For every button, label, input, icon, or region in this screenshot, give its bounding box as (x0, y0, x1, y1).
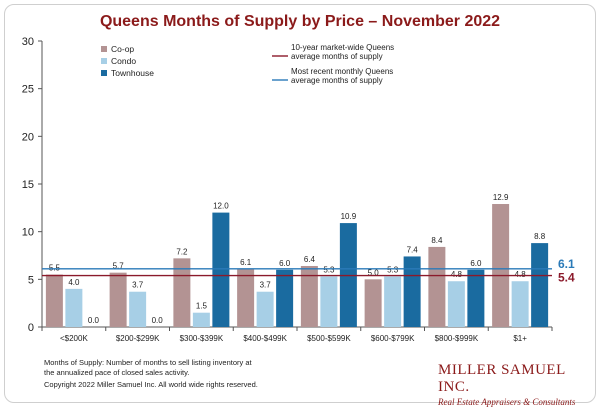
y-tick-label: 30 (22, 36, 34, 48)
bar-condo-4 (320, 276, 338, 327)
bar-co-op-5 (364, 279, 382, 327)
legend-ref-text-0-a: 10-year market-wide Queens (291, 43, 394, 52)
bar-condo-3 (256, 291, 274, 327)
bar-co-op-1 (109, 272, 127, 327)
reference-label-0: 5.4 (558, 271, 575, 285)
legend-ref-text-0-b: average months of supply (291, 52, 383, 61)
bar-townhouse-6 (467, 269, 485, 327)
data-label-condo-4: 5.3 (323, 265, 335, 274)
reference-label-1: 6.1 (558, 257, 575, 271)
data-label-co-op-6: 8.4 (431, 236, 443, 245)
bar-condo-6 (447, 281, 465, 327)
data-label-townhouse-1: 0.0 (152, 316, 164, 325)
bar-condo-1 (129, 291, 147, 327)
data-label-townhouse-2: 12.0 (213, 202, 229, 211)
data-label-townhouse-6: 6.0 (470, 259, 482, 268)
footnote-line-1: Months of Supply: Number of months to se… (44, 358, 252, 367)
data-label-co-op-3: 6.1 (240, 258, 252, 267)
bar-condo-2 (192, 312, 210, 327)
y-tick-label: 0 (28, 322, 34, 334)
data-label-condo-7: 4.8 (515, 270, 527, 279)
y-tick-label: 15 (22, 179, 34, 191)
data-label-condo-0: 4.0 (68, 278, 80, 287)
data-label-condo-3: 3.7 (260, 281, 272, 290)
bar-co-op-7 (492, 204, 510, 327)
bar-townhouse-2 (212, 212, 230, 327)
y-tick-label: 5 (28, 274, 34, 286)
data-label-co-op-0: 5.5 (49, 264, 61, 273)
legend-label-townhouse: Townhouse (111, 68, 154, 78)
bar-townhouse-7 (531, 243, 549, 327)
data-label-co-op-1: 5.7 (113, 262, 125, 271)
legend-label-co-op: Co-op (111, 44, 134, 54)
x-tick-label: $600-$799K (371, 334, 415, 343)
bar-condo-5 (384, 276, 402, 327)
data-label-condo-1: 3.7 (132, 281, 144, 290)
x-tick-label: $400-$499K (243, 334, 287, 343)
legend-swatch-co-op (101, 46, 107, 52)
x-tick-label: <$200K (60, 334, 88, 343)
bar-townhouse-3 (276, 269, 294, 327)
y-tick-label: 20 (22, 131, 34, 143)
brand-tagline: Real Estate Appraisers & Consultants (438, 397, 576, 407)
x-tick-label: $800-$999K (435, 334, 479, 343)
legend-swatch-townhouse (101, 70, 107, 76)
bar-co-op-6 (428, 246, 446, 327)
data-label-townhouse-5: 7.4 (407, 245, 419, 254)
legend-ref-text-1-a: Most recent monthly Queens (291, 67, 393, 76)
legend-ref-text-1-b: average months of supply (291, 76, 383, 85)
legend-label-condo: Condo (111, 56, 136, 66)
x-tick-label: $300-$399K (180, 334, 224, 343)
data-label-townhouse-7: 8.8 (534, 232, 546, 241)
bar-co-op-4 (300, 265, 318, 327)
footnote-line-2: the annualized pace of closed sales acti… (44, 368, 190, 377)
x-tick-label: $200-$299K (116, 334, 160, 343)
bar-condo-0 (65, 288, 83, 327)
bar-condo-7 (511, 281, 529, 327)
bar-co-op-3 (237, 268, 255, 327)
brand-name: MILLER SAMUEL INC. (438, 362, 566, 395)
y-tick-label: 10 (22, 227, 34, 239)
data-label-co-op-7: 12.9 (493, 193, 509, 202)
data-label-condo-2: 1.5 (196, 302, 208, 311)
data-label-co-op-4: 6.4 (304, 255, 316, 264)
bar-townhouse-5 (403, 256, 421, 327)
data-label-townhouse-4: 10.9 (341, 212, 357, 221)
x-tick-label: $1+ (513, 334, 527, 343)
brand-logo: MILLER SAMUEL INC. Real Estate Appraiser… (438, 362, 588, 407)
chart-title: Queens Months of Supply by Price – Novem… (100, 13, 500, 30)
data-label-condo-6: 4.8 (451, 270, 463, 279)
x-tick-label: $500-$599K (307, 334, 351, 343)
data-label-condo-5: 5.3 (387, 265, 399, 274)
data-label-townhouse-0: 0.0 (88, 316, 100, 325)
footnote-copyright: Copyright 2022 Miller Samuel Inc. All wo… (44, 380, 258, 389)
data-label-co-op-2: 7.2 (176, 247, 188, 256)
data-label-townhouse-3: 6.0 (279, 259, 291, 268)
bar-co-op-0 (45, 274, 63, 327)
y-tick-label: 25 (22, 84, 34, 96)
data-label-co-op-5: 5.0 (368, 268, 380, 277)
legend-swatch-condo (101, 58, 107, 64)
